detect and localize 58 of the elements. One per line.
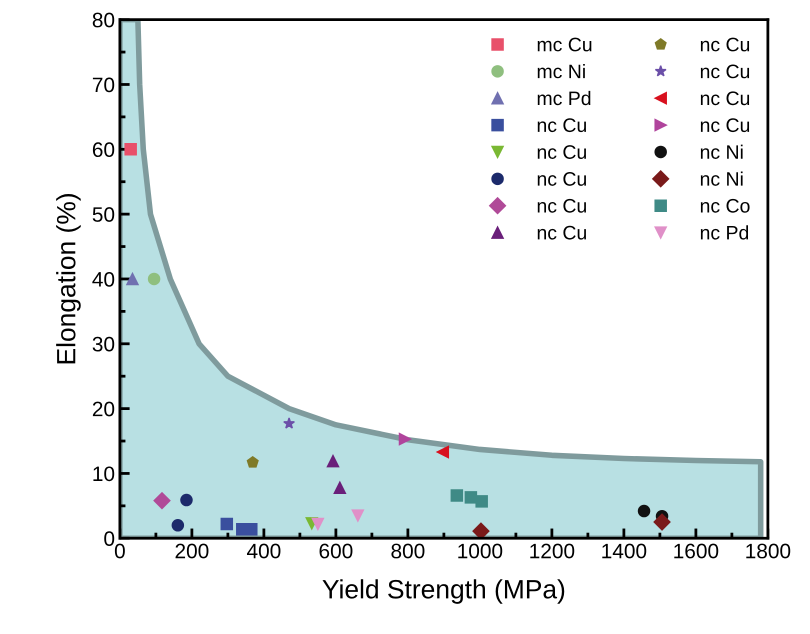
point [398, 432, 412, 446]
y-tick-label: 50 [92, 207, 114, 222]
y-tick-label: 30 [92, 336, 114, 352]
y-tick-label: 80 [92, 12, 114, 28]
point [180, 494, 193, 506]
x-tick-label: 600 [320, 544, 352, 558]
legend-label: nc Cu [538, 118, 586, 132]
legend-label: nc Cu [700, 64, 750, 78]
point [352, 509, 364, 522]
point [334, 481, 346, 494]
legend-label: nc Ni [700, 172, 743, 186]
point [172, 519, 184, 532]
legend-label: nc Cu [538, 198, 586, 213]
point [450, 489, 464, 502]
legend-label: nc Cu [538, 172, 586, 186]
point [436, 446, 450, 458]
legend-label: mc Pd [538, 90, 590, 106]
x-tick-label: 1600 [674, 544, 718, 558]
x-tick-label: 1800 [746, 544, 790, 558]
y-axis-title: Elongation (%) [56, 194, 81, 364]
point [124, 143, 137, 156]
legend-label: nc Cu [538, 145, 586, 159]
legend-label: nc Co [700, 198, 750, 213]
point [638, 504, 650, 518]
x-tick-label: 1400 [602, 544, 646, 558]
legend-label: nc Cu [700, 38, 750, 52]
point [246, 456, 259, 468]
y-tick-label: 0 [104, 531, 114, 546]
point [326, 454, 340, 468]
point [153, 492, 171, 510]
legend-label: nc Cu [700, 118, 750, 132]
x-tick-label: 0 [114, 544, 125, 558]
point [126, 272, 139, 286]
point [472, 522, 490, 538]
point [148, 272, 160, 286]
y-tick-label: 60 [92, 142, 114, 158]
legend-label: mc Ni [538, 64, 585, 78]
legend-label: nc Cu [700, 91, 750, 106]
point [220, 518, 234, 530]
x-tick-label: 800 [391, 544, 424, 558]
y-tick-label: 10 [93, 466, 114, 482]
point [653, 514, 671, 531]
legend-label: mc Cu [538, 38, 592, 52]
x-tick-label: 400 [246, 544, 280, 558]
point [283, 417, 296, 429]
legend-label: nc Pd [700, 225, 748, 240]
y-tick-label: 20 [92, 402, 114, 416]
point [464, 491, 478, 504]
x-tick-label: 1000 [458, 544, 502, 558]
x-tick-label: 200 [176, 544, 208, 558]
point [475, 495, 488, 508]
legend-label: nc Ni [700, 144, 743, 159]
x-axis-title: Yield Strength (MPa) [322, 579, 564, 604]
y-tick-label: 40 [92, 272, 114, 287]
legend-label: nc Cu [538, 226, 586, 240]
point [312, 518, 324, 530]
x-tick-label: 1200 [530, 544, 574, 558]
y-tick-label: 70 [92, 77, 114, 92]
